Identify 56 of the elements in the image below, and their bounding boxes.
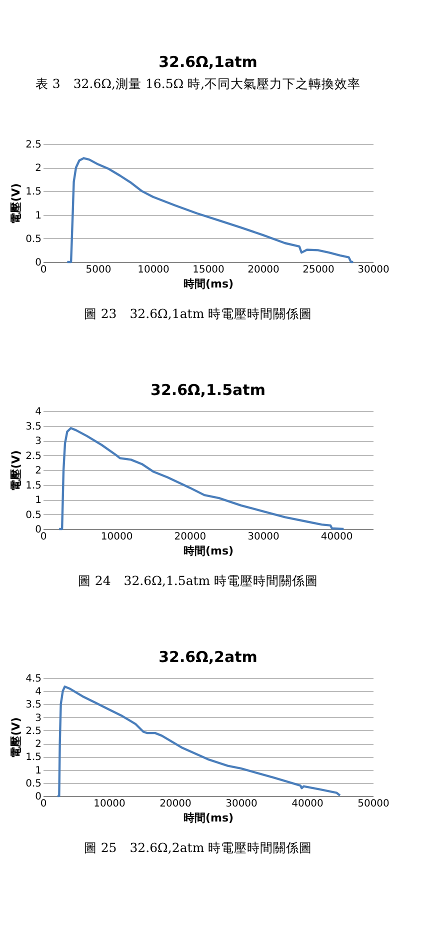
x-axis-title: 時間(ms) <box>183 812 234 824</box>
x-tick-label: 20000 <box>160 798 192 810</box>
y-tick-label: 4 <box>35 406 42 418</box>
x-tick-label: 20000 <box>248 264 280 276</box>
y-tick-label: 3.5 <box>26 421 42 432</box>
y-tick-label: 2 <box>35 466 42 476</box>
x-axis-title: 時間(ms) <box>183 278 234 290</box>
y-tick-label: 2.5 <box>26 450 42 462</box>
y-tick-label: 1.5 <box>26 186 42 198</box>
y-tick-label: 1.5 <box>26 480 42 492</box>
y-tick-label: 3 <box>35 712 42 724</box>
x-tick-label: 30000 <box>226 798 258 810</box>
chart-title: 32.6Ω,2atm <box>158 648 258 666</box>
y-tick-label: 3 <box>35 436 42 447</box>
y-tick-label: 2.5 <box>26 726 42 737</box>
caption: 圖 25 32.6Ω,2atm 時電壓時間關係圖 <box>84 840 312 855</box>
x-tick-label: 30000 <box>248 532 280 542</box>
y-tick-label: 0.5 <box>26 510 42 521</box>
y-tick-label: 0 <box>35 792 42 802</box>
y-axis-title: 電壓(V) <box>10 717 23 758</box>
y-tick-label: 4 <box>35 686 42 698</box>
y-tick-label: 1 <box>35 210 42 222</box>
caption: 圖 23 32.6Ω,1atm 時電壓時間關係圖 <box>84 306 312 321</box>
caption: 圖 24 32.6Ω,1.5atm 時電壓時間關係圖 <box>78 573 318 588</box>
y-tick-label: 0.5 <box>26 778 42 790</box>
y-tick-label: 2 <box>35 739 42 750</box>
line-series <box>56 686 342 798</box>
x-tick-label: 30000 <box>358 264 390 276</box>
x-tick-label: 20000 <box>174 532 206 542</box>
y-tick-label: 1 <box>35 765 42 776</box>
x-tick-label: 50000 <box>358 798 390 810</box>
y-tick-label: 2 <box>35 163 42 174</box>
x-tick-label: 5000 <box>86 264 112 276</box>
line-series <box>58 427 345 530</box>
chart-title: 32.6Ω,1atm <box>158 53 258 71</box>
x-tick-label: 40000 <box>292 798 324 810</box>
x-axis-title: 時間(ms) <box>183 544 234 558</box>
x-tick-label: 10000 <box>100 532 133 542</box>
y-axis-title: 電壓(V) <box>10 450 23 491</box>
y-tick-label: 4.5 <box>26 674 42 684</box>
y-tick-label: 1.5 <box>26 752 42 764</box>
x-tick-label: 15000 <box>192 264 224 276</box>
chart-title: 32.6Ω,1.5atm <box>150 381 266 399</box>
x-tick-label: 10000 <box>138 264 170 276</box>
y-tick-label: 0 <box>35 258 42 268</box>
y-tick-label: 3.5 <box>26 700 42 711</box>
x-tick-label: 25000 <box>302 264 334 276</box>
y-tick-label: 2.5 <box>26 140 42 150</box>
y-tick-label: 0 <box>35 524 42 536</box>
y-tick-label: 0.5 <box>26 234 42 245</box>
y-axis-title: 電壓(V) <box>10 183 23 224</box>
text: 表 3 32.6Ω,測量 16.5Ω 時,不同大氣壓力下之轉換效率 <box>35 76 361 91</box>
y-tick-label: 1 <box>35 495 42 506</box>
x-tick-label: 40000 <box>320 532 353 542</box>
x-tick-label: 10000 <box>94 798 126 810</box>
line-series <box>66 157 354 264</box>
